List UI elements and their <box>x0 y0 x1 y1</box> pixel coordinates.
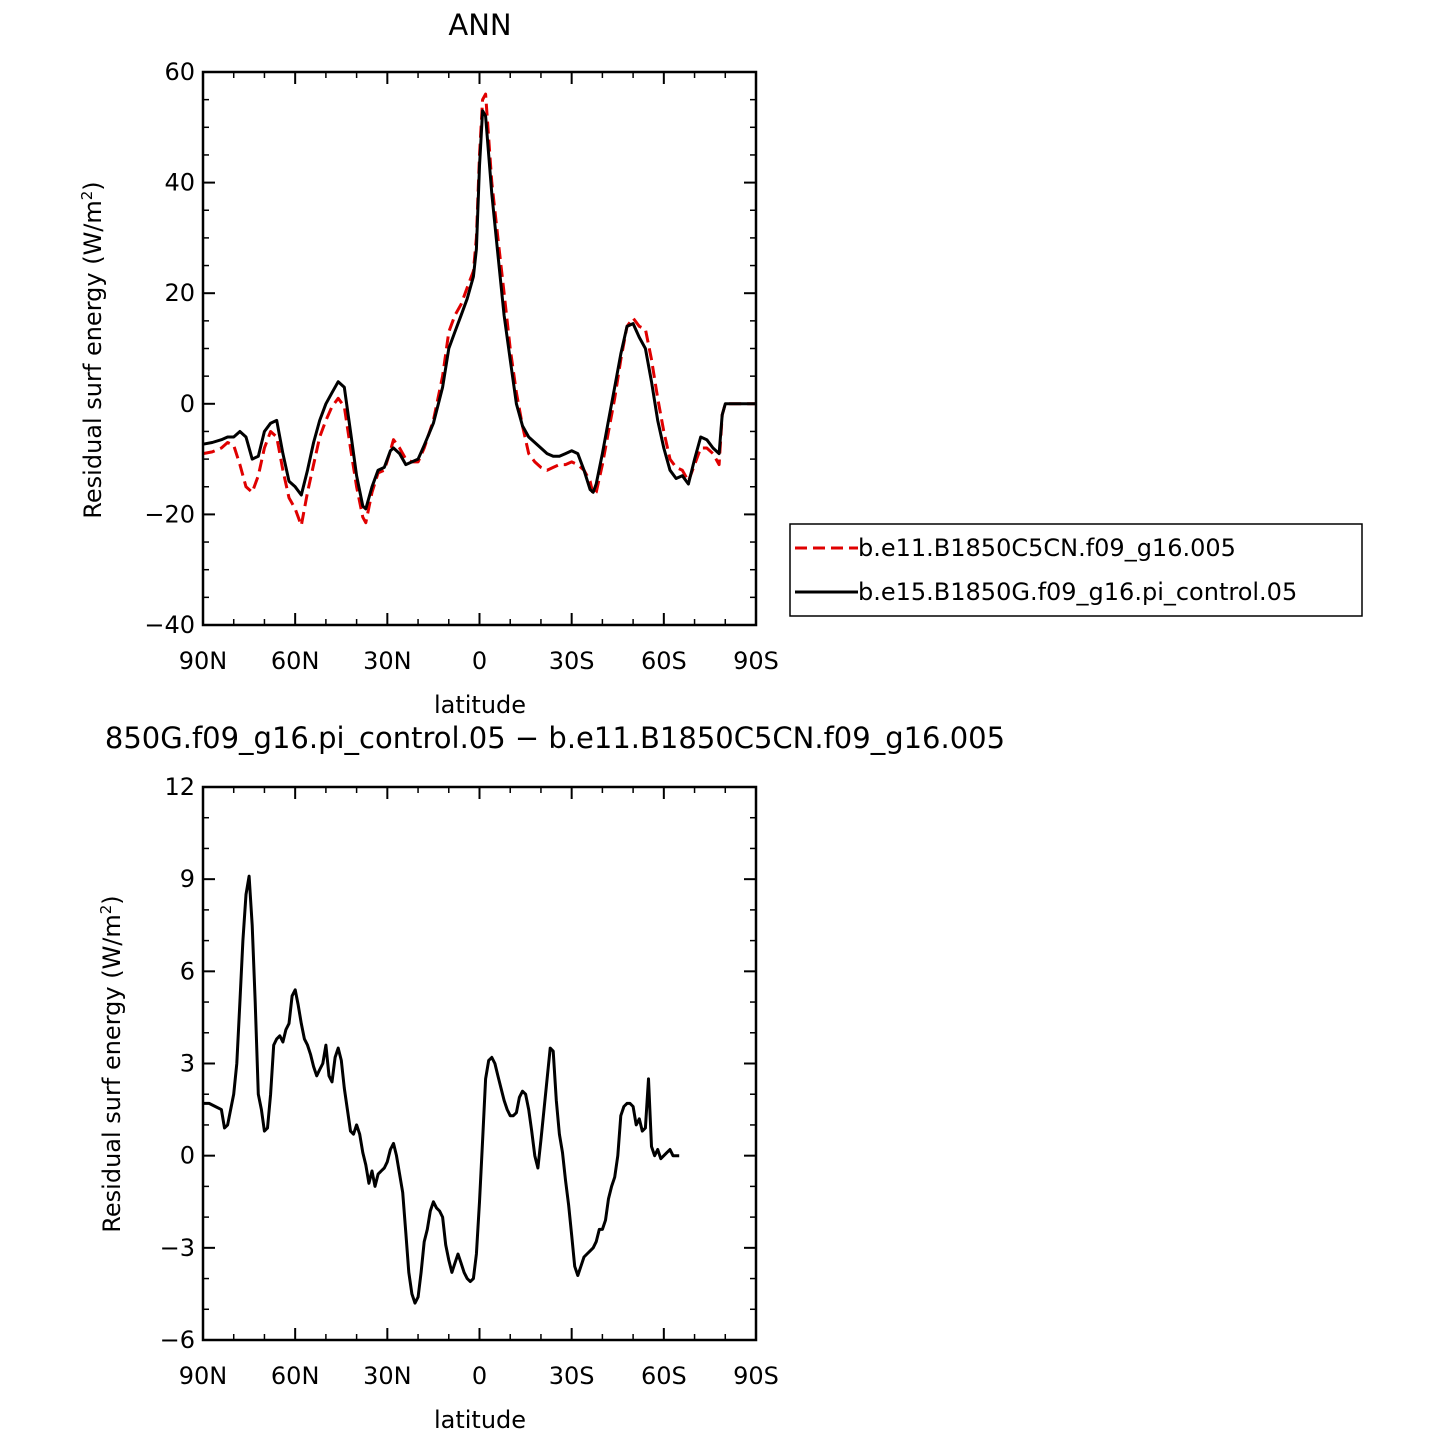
top-y-axis-label: Residual surf energy (W/m2) <box>78 181 107 518</box>
bottom-y-tick-label: −6 <box>160 1326 195 1354</box>
bottom-x-tick-label: 0 <box>472 1362 487 1390</box>
top-y-tick-label: 0 <box>180 390 195 418</box>
legend: b.e11.B1850C5CN.f09_g16.005 b.e15.B1850G… <box>789 523 1363 617</box>
bottom-tick-labels: −6 −3 0 3 6 9 12 90N 60N 30N 0 30S 60S 90S <box>160 773 779 1390</box>
top-plot-frame <box>201 70 758 627</box>
bottom-x-tick-label: 30S <box>549 1362 595 1390</box>
bottom-x-tick-label: 90S <box>733 1362 779 1390</box>
bottom-chart-title: 850G.f09_g16.pi_control.05 − b.e11.B1850… <box>105 721 1005 755</box>
bottom-y-axis-label: Residual surf energy (W/m2) <box>97 895 126 1232</box>
top-tick-labels: −40 −20 0 20 40 60 90N 60N 30N 0 30S 60S 90S <box>144 58 779 675</box>
bottom-plot-frame <box>201 785 758 1342</box>
top-y-tick-label: −20 <box>144 500 195 528</box>
legend-label-series-2: b.e15.B1850G.f09_g16.pi_control.05 <box>858 578 1297 606</box>
bottom-x-axis-label: latitude <box>434 1406 526 1434</box>
top-x-tick-label: 0 <box>472 647 487 675</box>
top-y-tick-label: 40 <box>164 169 195 197</box>
top-x-tick-label: 30S <box>549 647 595 675</box>
top-x-tick-label: 90N <box>179 647 228 675</box>
bottom-series-group <box>203 874 680 1305</box>
bottom-y-tick-label: 3 <box>180 1050 195 1078</box>
bottom-x-tick-label: 60S <box>641 1362 687 1390</box>
bottom-series-line-1 <box>203 874 680 1305</box>
bottom-y-tick-label: 9 <box>180 865 195 893</box>
bottom-y-grid-ticks <box>202 786 757 1341</box>
bottom-y-tick-label: 0 <box>180 1142 195 1170</box>
top-y-tick-label: 60 <box>164 58 195 86</box>
top-y-tick-label: −40 <box>144 611 195 639</box>
bottom-panel: 850G.f09_g16.pi_control.05 − b.e11.B1850… <box>97 721 1005 1434</box>
top-x-tick-label: 60S <box>641 647 687 675</box>
bottom-x-tick-label: 90N <box>179 1362 228 1390</box>
bottom-x-tick-label: 30N <box>363 1362 412 1390</box>
top-y-tick-label: 20 <box>164 279 195 307</box>
legend-label-series-1: b.e11.B1850C5CN.f09_g16.005 <box>858 534 1236 562</box>
top-x-tick-label: 90S <box>733 647 779 675</box>
top-panel: ANN −40 −20 0 20 40 60 90N 60N 30N 0 30S 60S 90S lat… <box>78 8 779 719</box>
bottom-y-tick-label: 6 <box>180 957 195 985</box>
legend-box <box>789 523 1363 617</box>
bottom-x-tick-label: 60N <box>271 1362 320 1390</box>
top-series-line-2 <box>202 109 756 511</box>
top-series-group <box>202 92 756 527</box>
bottom-y-tick-label: −3 <box>160 1234 195 1262</box>
bottom-y-tick-label: 12 <box>164 773 195 801</box>
top-x-axis-label: latitude <box>434 691 526 719</box>
top-x-tick-label: 30N <box>363 647 412 675</box>
top-x-tick-label: 60N <box>271 647 320 675</box>
top-chart-title: ANN <box>448 8 511 42</box>
